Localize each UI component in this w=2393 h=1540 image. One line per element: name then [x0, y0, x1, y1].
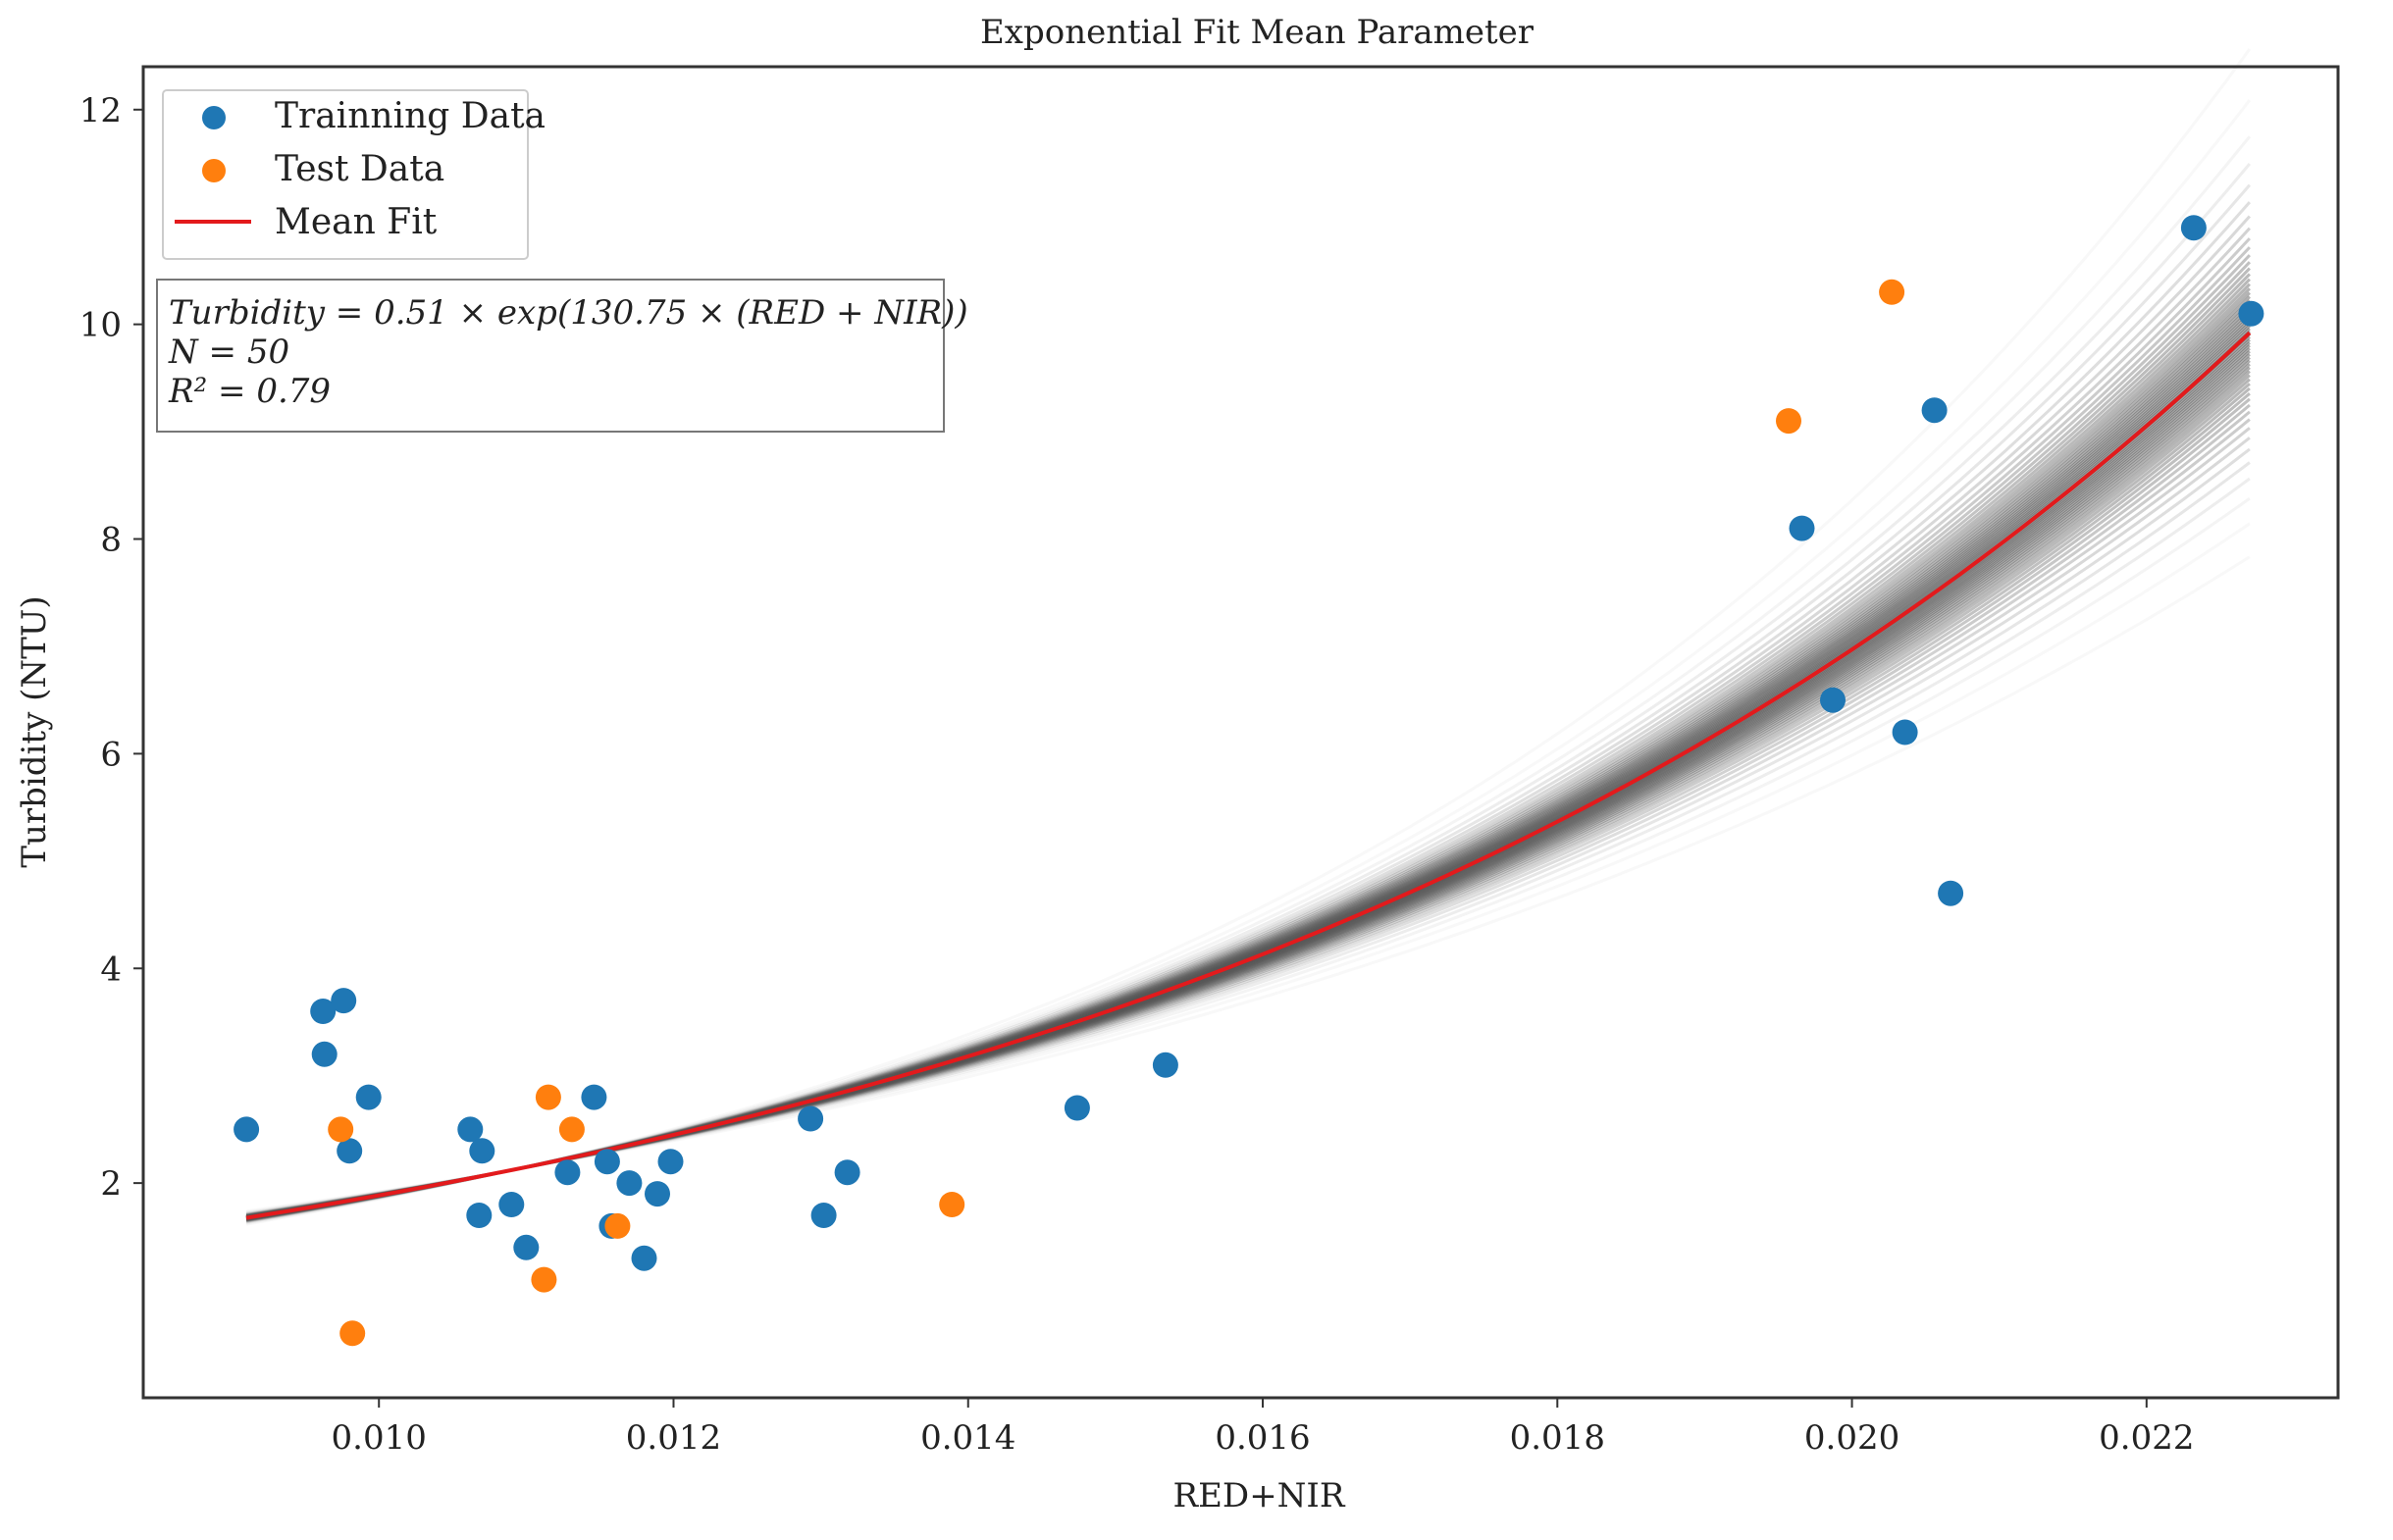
- training-data-point: [1820, 687, 1846, 713]
- test-data-point: [558, 1116, 585, 1143]
- test-data-point: [328, 1116, 354, 1143]
- training-data-point: [616, 1170, 643, 1197]
- training-data-point: [810, 1203, 837, 1228]
- x-axis-title: RED+NIR: [1173, 1476, 1346, 1515]
- y-axis: 2 4 6 8 10 12: [79, 91, 143, 1204]
- training-data-point: [311, 1041, 338, 1067]
- training-data-point: [310, 999, 337, 1024]
- test-data-point: [535, 1084, 561, 1110]
- mean-fit-layer: [245, 331, 2252, 1220]
- training-data-point: [234, 1116, 260, 1143]
- training-data-point: [1892, 719, 1918, 745]
- test-data-point: [339, 1320, 366, 1347]
- training-data-point: [337, 1138, 363, 1164]
- y-tick-label: 4: [100, 950, 122, 989]
- y-tick-label: 12: [79, 91, 122, 130]
- training-data-point: [457, 1116, 484, 1143]
- training-data-point: [657, 1149, 684, 1175]
- training-data-point: [355, 1084, 382, 1110]
- legend: Trainning Data Test Data Mean Fit: [162, 89, 546, 260]
- posterior-curve: [245, 48, 2252, 1226]
- training-data-point: [469, 1138, 495, 1164]
- y-tick-label: 10: [79, 306, 122, 345]
- y-tick-label: 2: [100, 1164, 122, 1204]
- y-tick-label: 8: [100, 521, 122, 560]
- x-tick-label: 0.010: [332, 1418, 427, 1458]
- training-data-point: [1921, 397, 1948, 424]
- scatter-points: [234, 215, 2264, 1347]
- training-data-point: [581, 1084, 607, 1110]
- training-data-point: [594, 1149, 620, 1175]
- sample-count-line: N = 50: [168, 333, 289, 372]
- test-data-point: [1776, 408, 1801, 435]
- y-axis-title: Turbidity (NTU): [15, 595, 54, 867]
- training-data-point: [513, 1234, 540, 1260]
- test-data-point: [531, 1266, 557, 1293]
- training-data-point: [498, 1192, 525, 1217]
- legend-label-test: Test Data: [275, 149, 444, 189]
- y-tick-label: 6: [100, 735, 122, 774]
- x-tick-label: 0.018: [1510, 1418, 1605, 1458]
- training-data-point: [1152, 1052, 1178, 1078]
- plot-frame: [141, 65, 2340, 1400]
- x-tick-label: 0.016: [1215, 1418, 1310, 1458]
- legend-label-training: Trainning Data: [275, 96, 546, 136]
- training-data-point: [554, 1159, 581, 1186]
- test-data-point: [939, 1192, 965, 1217]
- legend-marker-test: [202, 159, 226, 182]
- equation-box: Turbidity = 0.51 × exp(130.75 × (RED + N…: [156, 279, 968, 433]
- legend-box: [162, 89, 529, 260]
- test-data-point: [1879, 279, 1905, 305]
- chart-title: Exponential Fit Mean Parameter: [980, 13, 1535, 52]
- mean-fit-line: [245, 331, 2252, 1220]
- training-data-point: [466, 1203, 493, 1228]
- training-data-point: [798, 1105, 824, 1132]
- test-data-point: [604, 1212, 631, 1239]
- x-tick-label: 0.012: [626, 1418, 721, 1458]
- training-data-point: [631, 1245, 657, 1271]
- x-tick-label: 0.022: [2099, 1418, 2194, 1458]
- training-data-point: [331, 988, 357, 1014]
- training-data-point: [1064, 1095, 1090, 1121]
- training-data-point: [834, 1159, 860, 1186]
- legend-label-mean-fit: Mean Fit: [275, 202, 438, 242]
- x-tick-label: 0.020: [1804, 1418, 1899, 1458]
- training-data-point: [2180, 215, 2207, 241]
- posterior-curve: [245, 555, 2251, 1213]
- equation-line: Turbidity = 0.51 × exp(130.75 × (RED + N…: [169, 293, 968, 333]
- training-data-point: [1938, 880, 1964, 906]
- legend-marker-training: [202, 106, 226, 129]
- training-data-point: [645, 1181, 670, 1207]
- x-tick-label: 0.014: [920, 1418, 1015, 1458]
- equation-frame: [156, 279, 945, 433]
- r-squared-line: R² = 0.79: [168, 372, 331, 411]
- x-axis: 0.010 0.012 0.014 0.016 0.018 0.020 0.022: [332, 1398, 2194, 1458]
- training-data-point: [2238, 300, 2264, 327]
- training-data-point: [1789, 515, 1815, 541]
